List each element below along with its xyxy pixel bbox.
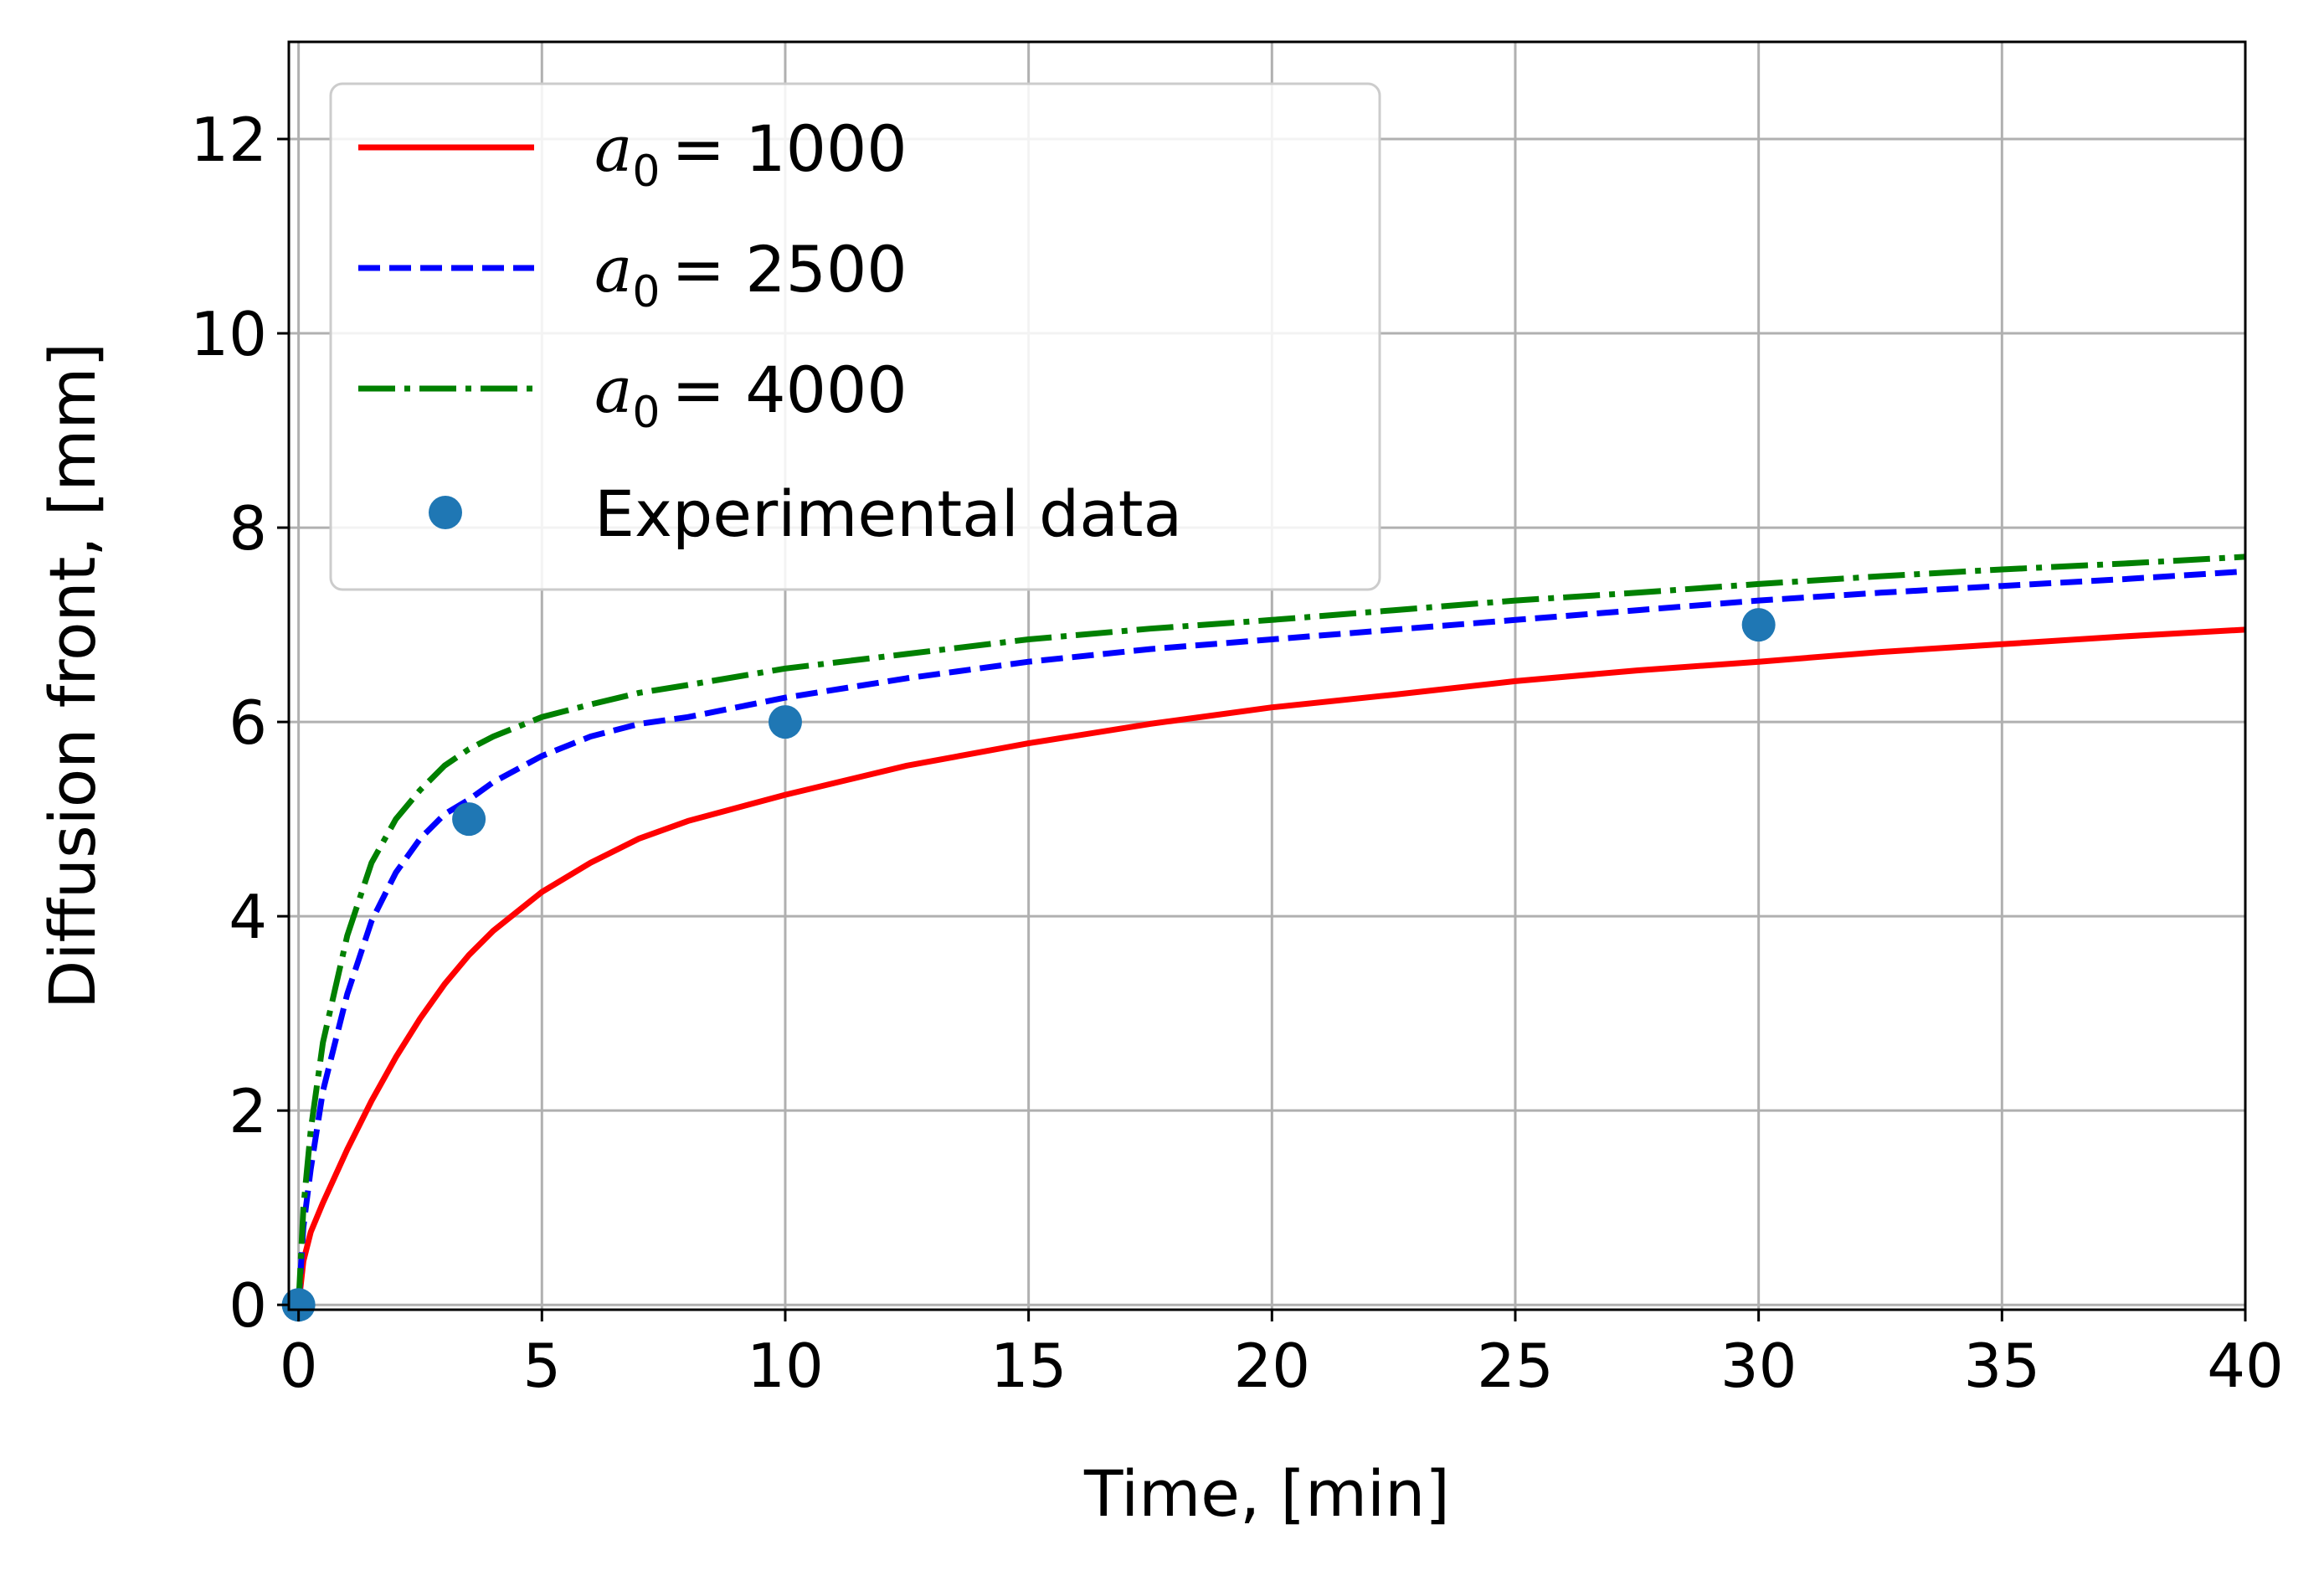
x-tick-label: 25 <box>1477 1331 1554 1401</box>
series-line-a-0-1000 <box>296 626 2246 1306</box>
legend: a0 = 1000 a0 = 2500 a0 = 4000 Experimental … <box>329 82 1381 591</box>
x-tick-label: 40 <box>2207 1331 2284 1401</box>
x-tick-label: 10 <box>747 1331 824 1401</box>
legend-label-a0-4000: a0 = 4000 <box>594 353 907 438</box>
x-tick-label: 20 <box>1234 1331 1311 1401</box>
x-tick-label: 5 <box>522 1331 561 1401</box>
legend-entry-experimental-data: Experimental data <box>429 476 1182 551</box>
y-axis-label: Diffusion front, [mm] <box>35 343 110 1009</box>
y-tick-label: 2 <box>229 1076 267 1146</box>
legend-swatch-experimental-data <box>429 496 462 529</box>
legend-label-a0-2500: a0 = 2500 <box>594 232 907 317</box>
experimental-point <box>1741 608 1776 642</box>
plot-frame <box>287 40 2247 1311</box>
y-tick-label: 10 <box>190 299 267 369</box>
legend-label-a0-1000: a0 = 1000 <box>594 111 907 197</box>
axis-ticks: 0 5 10 15 20 25 30 35 40 0 2 4 6 8 10 12 <box>190 105 2283 1401</box>
y-tick-label: 0 <box>229 1270 267 1341</box>
x-tick-label: 0 <box>280 1331 318 1401</box>
y-tick-label: 4 <box>229 882 267 952</box>
y-tick-label: 12 <box>190 105 267 175</box>
experimental-points <box>281 608 1776 1322</box>
legend-entry-a0-4000: a0 = 4000 <box>358 353 907 438</box>
series-line-a-0-4000 <box>296 554 2246 1306</box>
series-line-a-0-2500 <box>296 568 2246 1306</box>
x-tick-label: 15 <box>990 1331 1067 1401</box>
legend-label-experimental-data: Experimental data <box>594 476 1182 551</box>
legend-entry-a0-1000: a0 = 1000 <box>358 111 907 197</box>
y-tick-label: 6 <box>229 688 267 758</box>
experimental-point <box>281 1288 316 1322</box>
legend-entry-a0-2500: a0 = 2500 <box>358 232 907 317</box>
x-tick-label: 35 <box>1964 1331 2041 1401</box>
x-axis-label: Time, [min] <box>1083 1456 1450 1531</box>
y-tick-label: 8 <box>229 493 267 564</box>
experimental-point <box>452 802 486 837</box>
x-tick-label: 30 <box>1720 1331 1797 1401</box>
legend-box <box>329 82 1381 591</box>
series-layer <box>296 554 2246 1306</box>
experimental-point <box>768 705 802 739</box>
